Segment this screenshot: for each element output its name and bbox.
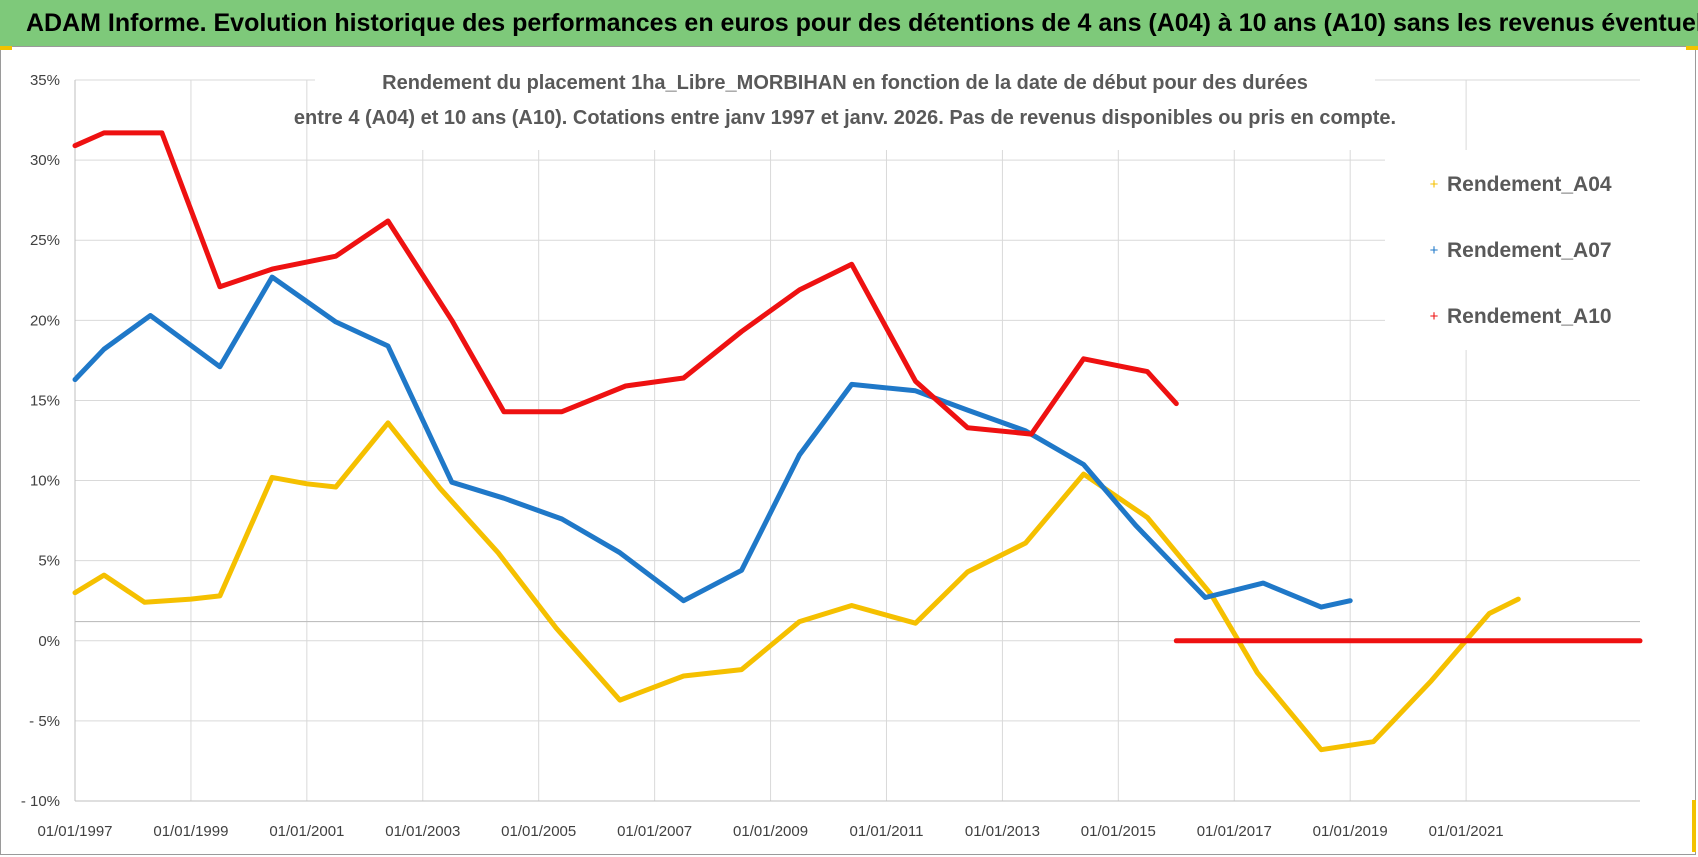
series-line-rendement-a07 bbox=[72, 274, 1353, 610]
y-tick-label: 35% bbox=[30, 72, 60, 89]
legend-marker-a07: + bbox=[1430, 242, 1439, 259]
y-tick-label: 5% bbox=[38, 553, 60, 570]
legend-label-a07: Rendement_A07 bbox=[1447, 239, 1612, 262]
y-tick-label: - 10% bbox=[21, 793, 60, 810]
x-tick-label: 01/01/2007 bbox=[617, 823, 692, 840]
x-tick-label: 01/01/2009 bbox=[733, 823, 808, 840]
x-tick-label: 01/01/1999 bbox=[153, 823, 228, 840]
legend-item-a07: + Rendement_A07 bbox=[1430, 239, 1612, 262]
x-tick-label: 01/01/2011 bbox=[849, 823, 923, 840]
y-axis-ticks: - 10% - 5% 0% 5% 10% 15% 20% 25% 30% 35% bbox=[21, 72, 60, 810]
y-tick-label: 25% bbox=[30, 232, 60, 249]
series-line-rendement-a04 bbox=[72, 420, 1521, 753]
legend-marker-a10: + bbox=[1430, 308, 1439, 325]
x-tick-label: 01/01/1997 bbox=[37, 823, 112, 840]
y-tick-label: - 5% bbox=[29, 713, 60, 730]
legend-item-a10: + Rendement_A10 bbox=[1430, 305, 1612, 328]
legend-item-a04: + Rendement_A04 bbox=[1430, 173, 1612, 196]
legend-marker-a04: + bbox=[1430, 176, 1439, 193]
banner-title: ADAM Informe. Evolution historique des p… bbox=[0, 0, 1698, 46]
x-tick-label: 01/01/2015 bbox=[1081, 823, 1156, 840]
legend-background bbox=[1385, 150, 1655, 350]
x-tick-label: 01/01/2017 bbox=[1197, 823, 1272, 840]
legend-label-a04: Rendement_A04 bbox=[1447, 173, 1612, 196]
series-lines bbox=[72, 130, 1643, 753]
y-tick-label: 15% bbox=[30, 392, 60, 409]
legend-label-a10: Rendement_A10 bbox=[1447, 305, 1612, 328]
y-tick-label: 30% bbox=[30, 152, 60, 169]
x-tick-label: 01/01/2001 bbox=[269, 823, 344, 840]
chart-title-background bbox=[315, 62, 1375, 150]
series-line-rendement-a10 bbox=[72, 130, 1179, 437]
x-tick-label: 01/01/2013 bbox=[965, 823, 1040, 840]
x-tick-label: 01/01/2021 bbox=[1429, 823, 1504, 840]
corner-mark-top-right bbox=[1686, 46, 1698, 50]
x-tick-label: 01/01/2019 bbox=[1313, 823, 1388, 840]
chart-title-line-2: entre 4 (A04) et 10 ans (A10). Cotations… bbox=[294, 107, 1396, 129]
y-tick-label: 20% bbox=[30, 312, 60, 329]
corner-mark-bottom-right bbox=[1692, 800, 1696, 852]
x-tick-label: 01/01/2005 bbox=[501, 823, 576, 840]
chart-frame bbox=[0, 46, 1696, 855]
corner-mark-top-left bbox=[0, 46, 12, 50]
x-tick-label: 01/01/2003 bbox=[385, 823, 460, 840]
y-tick-label: 10% bbox=[30, 473, 60, 490]
chart-title-line-1: Rendement du placement 1ha_Libre_MORBIHA… bbox=[382, 72, 1308, 94]
x-axis-ticks: 01/01/1997 01/01/1999 01/01/2001 01/01/2003… bbox=[37, 823, 1503, 840]
y-tick-label: 0% bbox=[38, 633, 60, 650]
